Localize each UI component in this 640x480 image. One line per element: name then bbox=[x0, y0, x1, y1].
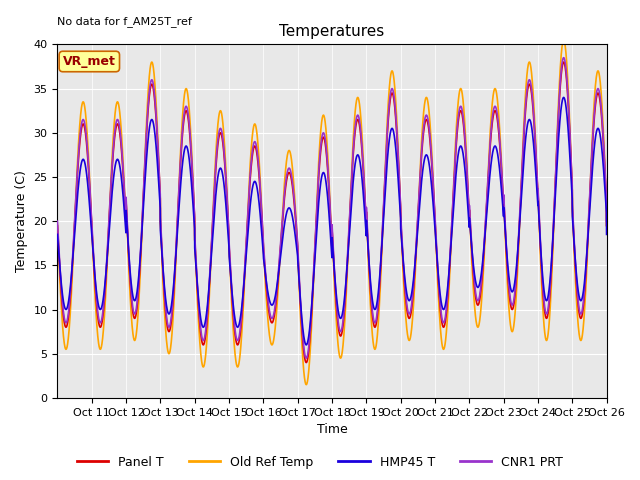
CNR1 PRT bbox=[452, 134, 460, 140]
Line: Old Ref Temp: Old Ref Temp bbox=[58, 40, 607, 384]
Old Ref Temp bbox=[559, 41, 566, 47]
HMP45 T bbox=[289, 214, 296, 220]
Old Ref Temp bbox=[302, 382, 310, 387]
Panel T bbox=[560, 59, 568, 65]
Y-axis label: Temperature (C): Temperature (C) bbox=[15, 170, 28, 272]
Old Ref Temp bbox=[315, 164, 323, 169]
Panel T bbox=[302, 360, 310, 365]
Old Ref Temp bbox=[452, 123, 460, 129]
Old Ref Temp bbox=[586, 190, 594, 195]
CNR1 PRT bbox=[603, 218, 611, 224]
HMP45 T bbox=[586, 203, 594, 209]
Text: VR_met: VR_met bbox=[63, 55, 116, 68]
HMP45 T bbox=[284, 206, 292, 212]
HMP45 T bbox=[302, 342, 310, 348]
Legend: Panel T, Old Ref Temp, HMP45 T, CNR1 PRT: Panel T, Old Ref Temp, HMP45 T, CNR1 PRT bbox=[72, 451, 568, 474]
Title: Temperatures: Temperatures bbox=[279, 24, 385, 39]
HMP45 T bbox=[559, 97, 566, 103]
Old Ref Temp bbox=[289, 166, 296, 172]
Panel T bbox=[603, 223, 611, 228]
Old Ref Temp bbox=[603, 223, 611, 228]
Old Ref Temp bbox=[54, 223, 61, 228]
Panel T bbox=[284, 171, 292, 177]
Old Ref Temp bbox=[284, 149, 292, 155]
Panel T bbox=[559, 62, 566, 68]
CNR1 PRT bbox=[315, 173, 323, 179]
Old Ref Temp bbox=[560, 37, 568, 43]
HMP45 T bbox=[452, 167, 460, 172]
CNR1 PRT bbox=[560, 55, 568, 60]
Panel T bbox=[289, 184, 296, 190]
CNR1 PRT bbox=[302, 355, 310, 361]
CNR1 PRT bbox=[54, 218, 61, 224]
Panel T bbox=[54, 223, 61, 228]
CNR1 PRT bbox=[284, 167, 292, 172]
Text: No data for f_AM25T_ref: No data for f_AM25T_ref bbox=[58, 16, 192, 27]
HMP45 T bbox=[560, 95, 568, 100]
Line: CNR1 PRT: CNR1 PRT bbox=[58, 58, 607, 358]
CNR1 PRT bbox=[559, 58, 566, 63]
Line: Panel T: Panel T bbox=[58, 62, 607, 362]
CNR1 PRT bbox=[586, 187, 594, 193]
HMP45 T bbox=[603, 231, 611, 237]
Panel T bbox=[315, 178, 323, 183]
HMP45 T bbox=[315, 203, 323, 208]
CNR1 PRT bbox=[289, 180, 296, 185]
X-axis label: Time: Time bbox=[317, 423, 348, 436]
Panel T bbox=[452, 139, 460, 144]
Panel T bbox=[586, 192, 594, 197]
Line: HMP45 T: HMP45 T bbox=[58, 97, 607, 345]
HMP45 T bbox=[54, 231, 61, 237]
